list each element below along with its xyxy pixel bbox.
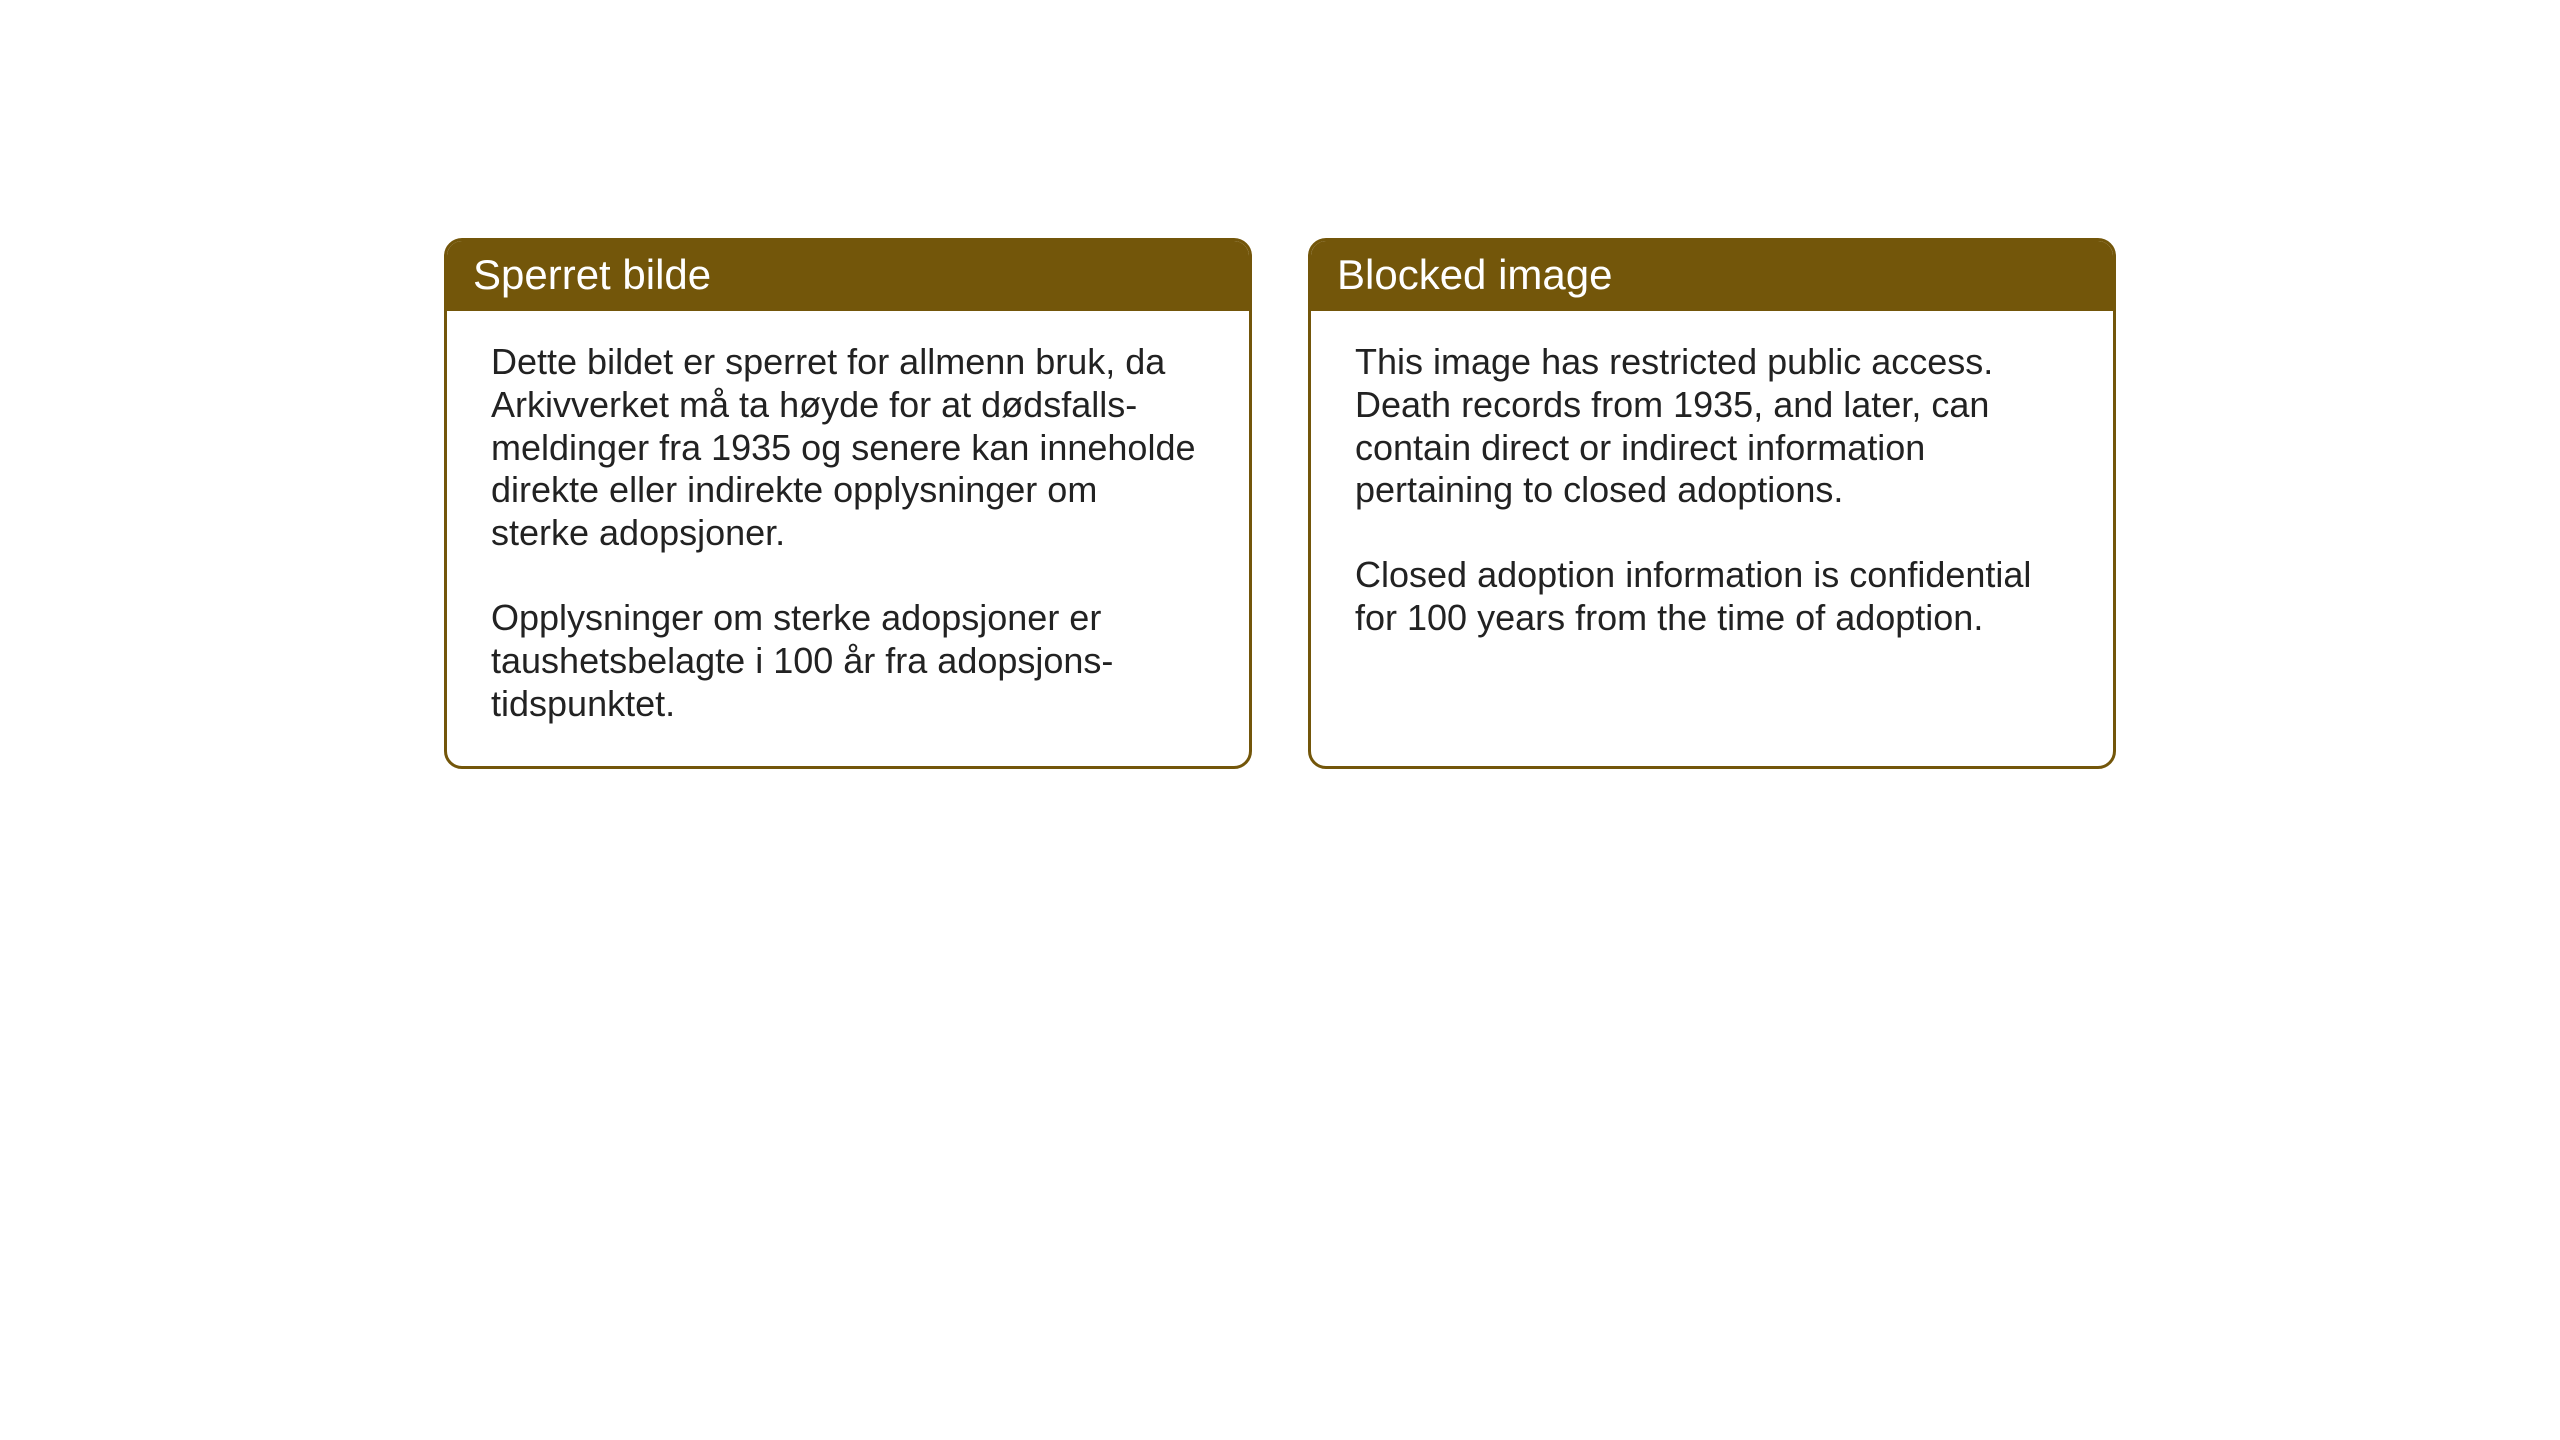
card-title: Sperret bilde xyxy=(473,251,711,298)
notice-card-norwegian: Sperret bilde Dette bildet er sperret fo… xyxy=(444,238,1252,769)
card-body-norwegian: Dette bildet er sperret for allmenn bruk… xyxy=(447,311,1249,766)
notice-cards-container: Sperret bilde Dette bildet er sperret fo… xyxy=(444,238,2116,769)
notice-card-english: Blocked image This image has restricted … xyxy=(1308,238,2116,769)
card-header-norwegian: Sperret bilde xyxy=(447,241,1249,311)
card-header-english: Blocked image xyxy=(1311,241,2113,311)
card-paragraph: Closed adoption information is confident… xyxy=(1355,554,2069,640)
card-paragraph: This image has restricted public access.… xyxy=(1355,341,2069,512)
card-body-english: This image has restricted public access.… xyxy=(1311,311,2113,741)
card-title: Blocked image xyxy=(1337,251,1612,298)
card-paragraph: Opplysninger om sterke adopsjoner er tau… xyxy=(491,597,1205,725)
card-paragraph: Dette bildet er sperret for allmenn bruk… xyxy=(491,341,1205,555)
